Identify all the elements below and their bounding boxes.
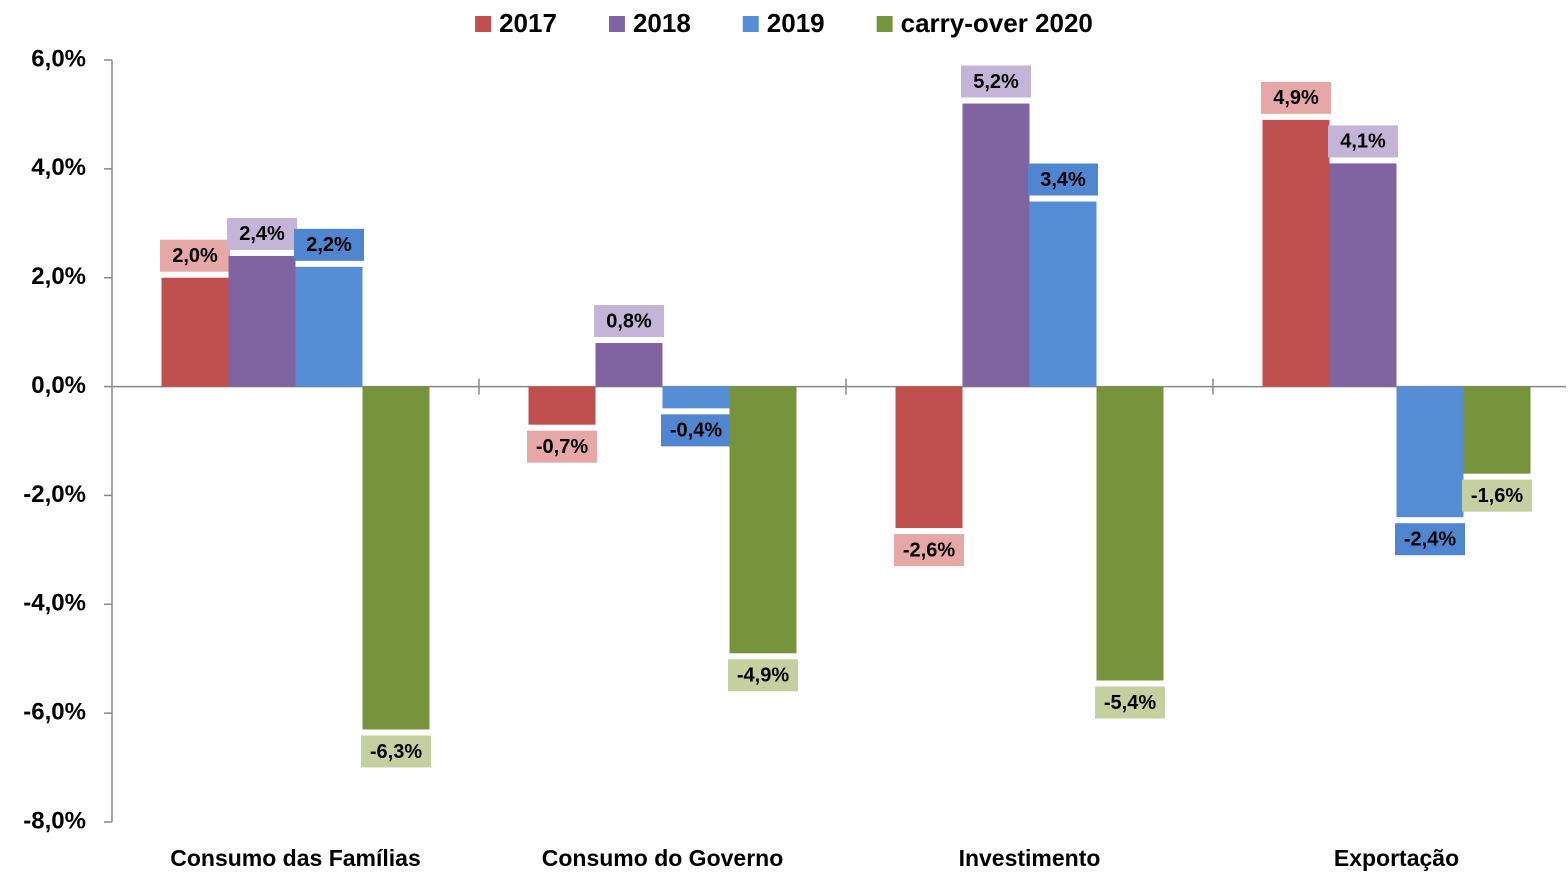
value-label-bg bbox=[894, 534, 964, 567]
y-tick-label: -8,0% bbox=[23, 807, 86, 834]
value-label-bg bbox=[1328, 125, 1398, 158]
value-label-bg bbox=[294, 228, 364, 261]
value-label: -0,4% bbox=[670, 420, 722, 442]
y-tick-label: 0,0% bbox=[31, 372, 86, 399]
legend-swatch bbox=[608, 16, 625, 32]
bar bbox=[729, 386, 797, 654]
value-label-bg bbox=[961, 65, 1031, 98]
value-label-bg bbox=[661, 414, 731, 447]
value-label: -4,9% bbox=[737, 665, 789, 687]
value-label-bg bbox=[1462, 479, 1532, 512]
value-label: 0,8% bbox=[606, 310, 652, 332]
legend-label: carry-over 2020 bbox=[901, 8, 1093, 38]
legend-swatch bbox=[742, 16, 759, 32]
value-label: 4,1% bbox=[1340, 131, 1386, 153]
y-tick-label: 2,0% bbox=[31, 263, 86, 290]
bar bbox=[528, 386, 596, 425]
value-label: 5,2% bbox=[973, 71, 1019, 93]
bar bbox=[161, 277, 229, 387]
y-tick-label: -2,0% bbox=[23, 481, 86, 508]
bar bbox=[362, 386, 430, 730]
bar bbox=[662, 386, 730, 409]
bar bbox=[228, 255, 296, 387]
legend-label: 2018 bbox=[633, 8, 691, 38]
value-label-bg bbox=[728, 659, 798, 692]
bar bbox=[895, 386, 963, 529]
value-label: -0,7% bbox=[536, 436, 588, 458]
bar bbox=[1396, 386, 1464, 518]
value-label-bg bbox=[1261, 81, 1331, 114]
value-label-bg bbox=[1395, 523, 1465, 556]
legend-swatch bbox=[475, 16, 492, 32]
y-tick-label: 6,0% bbox=[31, 45, 86, 72]
bar bbox=[1262, 119, 1330, 387]
y-tick-label: -4,0% bbox=[23, 590, 86, 617]
bar bbox=[1463, 386, 1531, 474]
value-label-bg bbox=[594, 305, 664, 338]
value-label: -1,6% bbox=[1471, 485, 1523, 507]
legend-swatch bbox=[876, 16, 893, 32]
bar bbox=[1029, 201, 1097, 387]
value-label: -6,3% bbox=[370, 741, 422, 763]
value-label: 2,2% bbox=[306, 234, 352, 256]
value-label-bg bbox=[361, 735, 431, 768]
value-label-bg bbox=[227, 217, 297, 250]
value-label-bg bbox=[1095, 686, 1165, 719]
bar bbox=[1329, 163, 1397, 387]
value-label-bg bbox=[527, 430, 597, 463]
bar bbox=[962, 103, 1030, 387]
value-label-bg bbox=[1028, 163, 1098, 196]
y-tick-label: -6,0% bbox=[23, 698, 86, 725]
value-label: 4,9% bbox=[1273, 87, 1319, 109]
value-label: 2,4% bbox=[239, 223, 285, 245]
value-label: 2,0% bbox=[172, 245, 218, 267]
legend: 2017 2018 2019 carry-over 2020 bbox=[475, 8, 1093, 38]
value-label: -2,4% bbox=[1404, 528, 1456, 550]
x-tick-label: Consumo do Governo bbox=[542, 845, 784, 871]
bar bbox=[595, 343, 663, 387]
legend-label: 2019 bbox=[767, 8, 825, 38]
legend-label: 2017 bbox=[499, 8, 557, 38]
bar bbox=[1096, 386, 1164, 681]
bar bbox=[295, 266, 363, 387]
value-label: -2,6% bbox=[903, 539, 955, 561]
x-tick-label: Consumo das Famílias bbox=[170, 845, 421, 871]
value-label: -5,4% bbox=[1104, 692, 1156, 714]
value-label-bg bbox=[160, 239, 230, 272]
value-label: 3,4% bbox=[1040, 169, 1086, 191]
x-tick-label: Exportação bbox=[1334, 845, 1459, 871]
y-tick-label: 4,0% bbox=[31, 154, 86, 181]
x-tick-label: Investimento bbox=[959, 845, 1101, 871]
